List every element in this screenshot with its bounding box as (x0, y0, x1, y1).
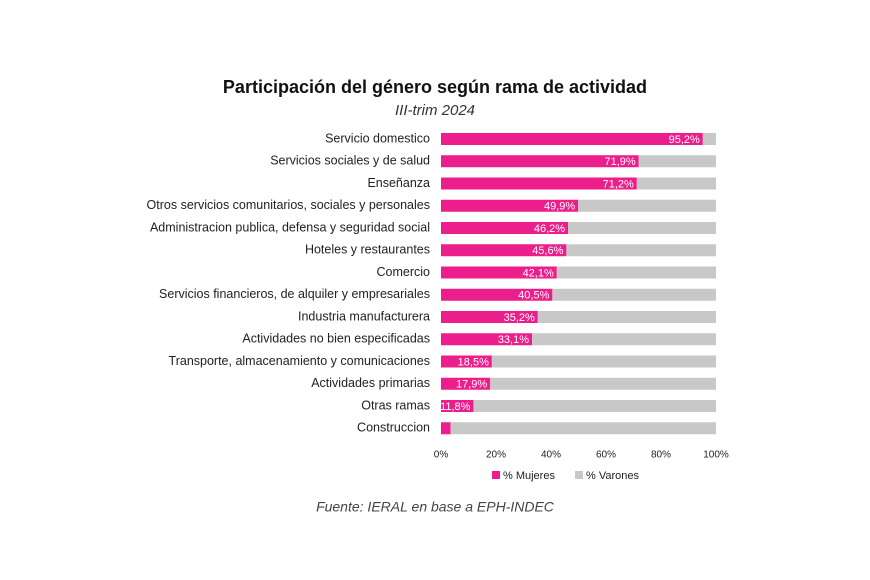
bar-segment (441, 266, 557, 279)
chart-title: Participación del género según rama de a… (223, 77, 647, 97)
bar-segment (568, 222, 716, 234)
bar-segment (441, 133, 703, 145)
bar-segment (441, 288, 553, 301)
bar-segment (490, 377, 716, 390)
bar-segment (473, 400, 716, 412)
x-tick-label: 100% (703, 450, 729, 461)
value-label: 40,5% (518, 290, 549, 302)
value-label: 49,9% (544, 201, 575, 213)
bar-segment (532, 333, 716, 346)
category-label: Otros servicios comunitarios, sociales y… (147, 198, 430, 212)
bar-segment (441, 199, 579, 212)
value-label: 42,1% (523, 267, 554, 279)
value-label: 45,6% (532, 245, 563, 257)
bar-segment (566, 244, 716, 257)
bar-segment (441, 155, 639, 168)
bar-segment (638, 155, 716, 168)
category-label: Transporte, almacenamiento y comunicacio… (169, 354, 430, 368)
legend-label: % Varones (586, 470, 639, 482)
bar-segment (441, 377, 491, 390)
value-label: 71,2% (603, 178, 634, 190)
category-label: Comercio (377, 265, 431, 279)
bar-segment (441, 222, 569, 234)
category-label: Hoteles y restaurantes (305, 243, 430, 257)
bar-segment (450, 422, 716, 435)
category-label: Industria manufacturera (298, 309, 430, 323)
legend-label: % Mujeres (503, 470, 555, 482)
bar-segment (556, 266, 716, 279)
legend-swatch (492, 471, 500, 479)
category-label: Actividades primarias (311, 376, 430, 390)
value-label: 35,2% (504, 312, 535, 324)
bar-segment (537, 311, 716, 323)
value-label: 11,8% (440, 401, 471, 413)
category-label: Otras ramas (361, 398, 430, 412)
bar-segment (441, 177, 637, 190)
category-label: Actividades no bien especificadas (242, 332, 430, 346)
bar-segment (441, 400, 474, 412)
bar-segment (552, 288, 716, 301)
x-tick-label: 60% (596, 450, 616, 461)
x-tick-label: 0% (434, 450, 449, 461)
value-label: 95,2% (669, 134, 700, 146)
category-label: Servicio domestico (325, 131, 430, 145)
category-label: Servicios sociales y de salud (270, 154, 430, 168)
category-label: Construccion (357, 421, 430, 435)
bar-segment (491, 355, 716, 368)
value-label: 46,2% (534, 223, 565, 235)
bar-segment (702, 133, 716, 145)
bar-segment (578, 199, 716, 212)
bar-segment (636, 177, 716, 190)
value-label: 17,9% (456, 379, 487, 391)
chart-subtitle: III-trim 2024 (395, 102, 475, 119)
bar-segment (441, 355, 492, 368)
category-label: Servicios financieros, de alquiler y emp… (159, 287, 430, 301)
value-label: 71,9% (605, 156, 636, 168)
bar-segment (441, 333, 533, 346)
x-tick-label: 20% (486, 450, 506, 461)
x-tick-label: 40% (541, 450, 561, 461)
x-tick-label: 80% (651, 450, 671, 461)
value-label: 18,5% (458, 356, 489, 368)
source-note: Fuente: IERAL en base a EPH-INDEC (316, 499, 555, 515)
bar-segment (441, 311, 538, 323)
category-label: Enseñanza (367, 176, 430, 190)
value-label: 33,1% (498, 334, 529, 346)
category-label: Administracion publica, defensa y seguri… (150, 220, 430, 234)
legend-swatch (575, 471, 583, 479)
bar-segment (441, 244, 567, 257)
bar-segment (441, 422, 451, 435)
